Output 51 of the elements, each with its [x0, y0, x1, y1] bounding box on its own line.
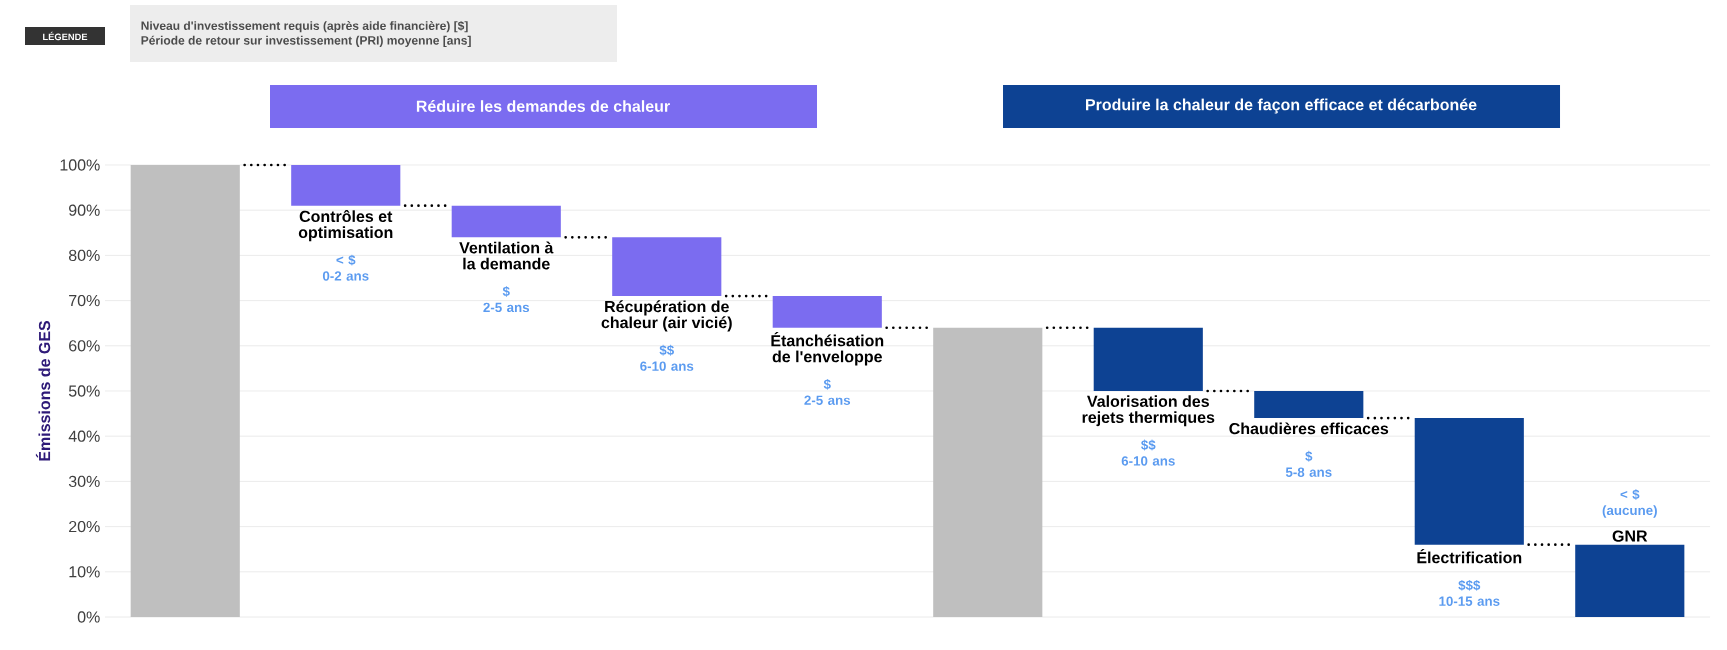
- x-tick-label: Ventilation à la demande: [459, 241, 554, 270]
- y-axis-title: Émissions de GES: [35, 320, 51, 461]
- bar: [451, 205, 561, 238]
- bar: [130, 165, 240, 617]
- y-tick-label: 50%: [68, 385, 100, 397]
- annotation: < $: [1620, 489, 1640, 500]
- y-tick-label: 30%: [68, 475, 100, 488]
- bar: [1254, 391, 1364, 419]
- bar: [933, 327, 1043, 617]
- bar: [1093, 327, 1203, 391]
- annotation: $: [823, 378, 831, 390]
- annotation: $: [502, 286, 510, 297]
- text: Réduire les demandes de chaleur: [416, 100, 670, 112]
- y-tick-label: 20%: [69, 520, 100, 533]
- annotation: $$: [659, 344, 674, 356]
- annotation: 0-2 ans: [322, 271, 369, 281]
- bar: [612, 237, 722, 297]
- y-tick-label: 40%: [68, 430, 100, 442]
- bar: [291, 165, 401, 206]
- x-tick-label: Chaudières efficaces: [1229, 422, 1389, 435]
- annotation: $$$: [1458, 579, 1481, 591]
- x-tick-label: GNR: [1612, 530, 1648, 542]
- bar: [1414, 418, 1524, 545]
- y-tick-label: 100%: [60, 159, 100, 171]
- y-tick-label: 90%: [69, 204, 100, 216]
- annotation: 2-5 ans: [483, 302, 530, 313]
- text: Produire la chaleur de façon efficace et décarbonée: [1086, 98, 1477, 114]
- annotation: 2-5 ans: [804, 395, 851, 405]
- x-tick-label: Électrification: [1417, 548, 1522, 564]
- annotation: $$: [1141, 439, 1156, 451]
- x-tick-label: Contrôles et optimisation: [298, 209, 393, 242]
- annotation: < $: [336, 254, 356, 266]
- bar: [1575, 544, 1685, 617]
- annotation: 5-8 ans: [1285, 467, 1332, 477]
- annotation: 6-10 ans: [1121, 456, 1175, 466]
- y-tick-label: 0%: [77, 611, 100, 623]
- y-tick-label: 60%: [69, 340, 100, 352]
- x-tick-label: Étanchéisation de l'enveloppe: [771, 331, 884, 366]
- y-tick-label: 10%: [69, 566, 100, 578]
- x-tick-label: Valorisation des rejets thermiques: [1082, 395, 1215, 427]
- x-tick-label: Récupération de chaleur (air vicié): [601, 300, 732, 332]
- y-tick-label: 80%: [68, 249, 100, 262]
- annotation: 10-15 ans: [1439, 596, 1500, 606]
- annotation: $: [1305, 450, 1313, 462]
- text: Niveau d'investissement requis (après aide financière) [$]: [141, 20, 468, 33]
- text: LÉGENDE: [43, 31, 88, 41]
- bar: [772, 296, 882, 328]
- y-tick-label: 70%: [69, 294, 100, 307]
- annotation: 6-10 ans: [640, 361, 694, 371]
- text: Période de retour sur investissement (PRI) moyenne [ans]: [141, 35, 471, 48]
- annotation: (aucune): [1602, 505, 1657, 518]
